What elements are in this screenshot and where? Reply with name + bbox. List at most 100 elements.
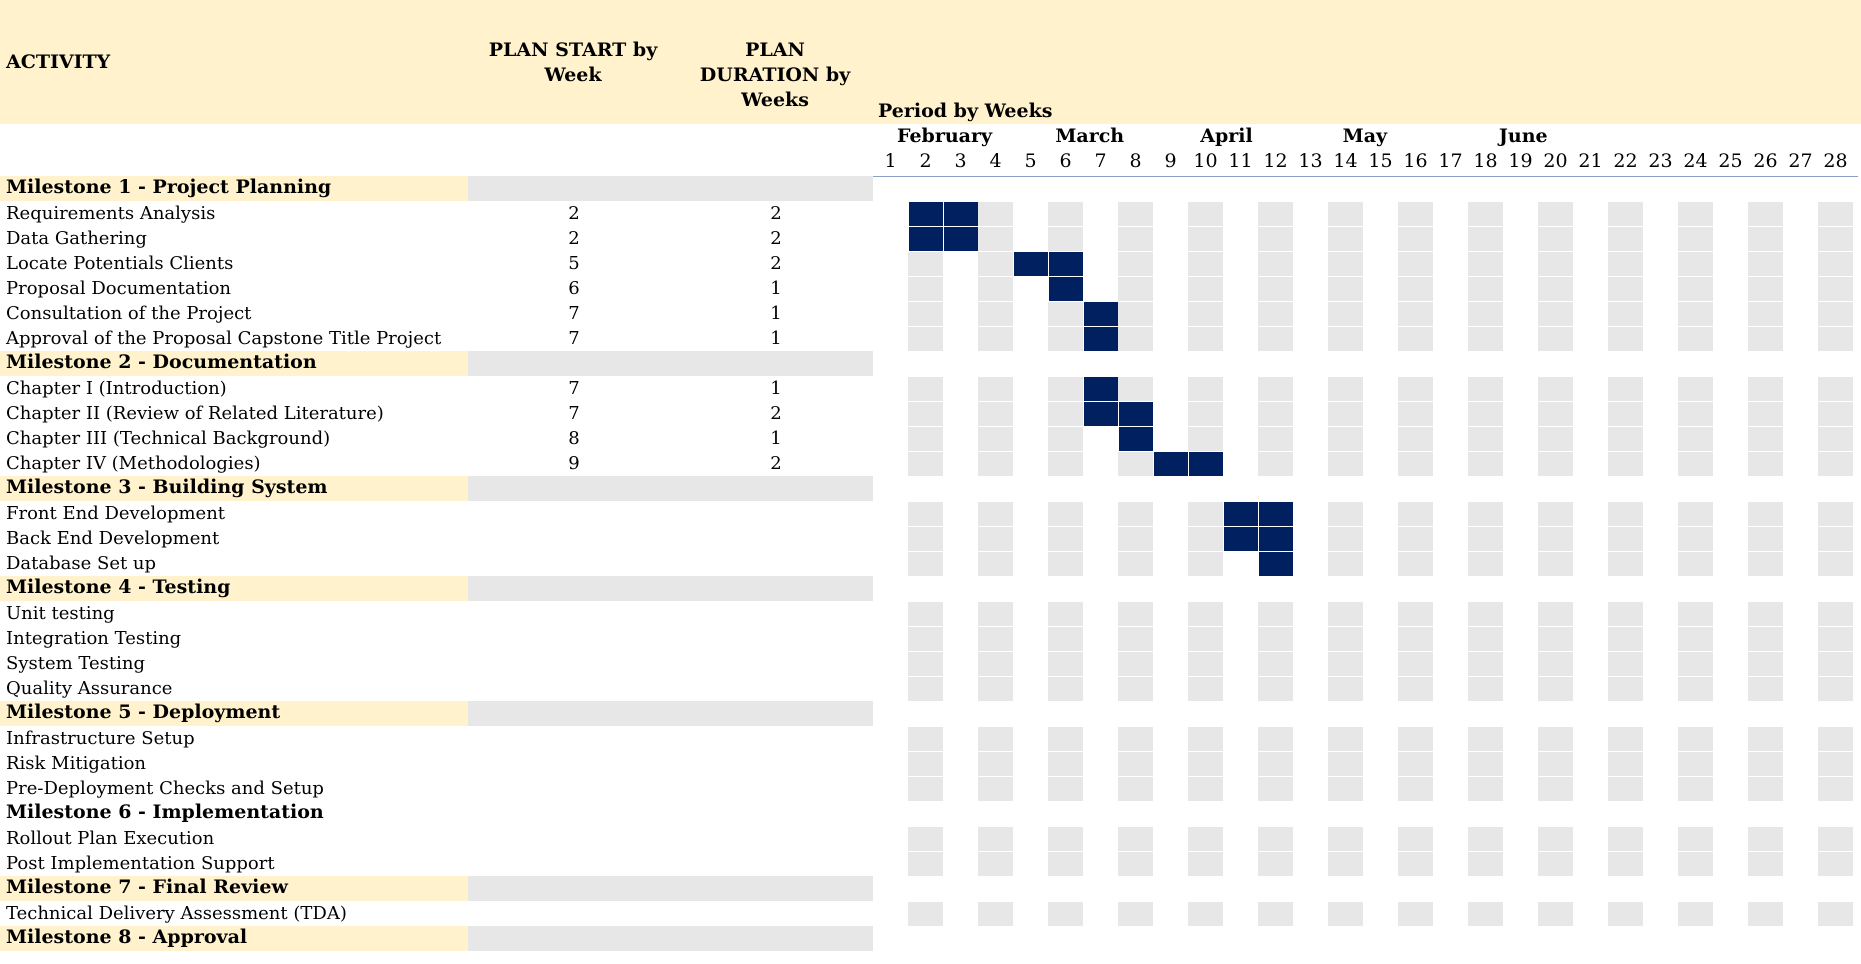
grid-cell bbox=[1468, 251, 1503, 276]
grid-cell bbox=[1818, 551, 1853, 576]
grid-cell bbox=[978, 226, 1013, 251]
grid-cell bbox=[1048, 401, 1083, 426]
grid-cell bbox=[1328, 551, 1363, 576]
gantt-bar-cell bbox=[1083, 301, 1118, 326]
grid-cell bbox=[1398, 326, 1433, 351]
grid-cell bbox=[1468, 226, 1503, 251]
grid-cell bbox=[1048, 601, 1083, 626]
grid-cell bbox=[1608, 776, 1643, 801]
header-band bbox=[0, 0, 1861, 124]
grid-cell bbox=[1818, 326, 1853, 351]
grid-cell bbox=[978, 626, 1013, 651]
grid-cell bbox=[1538, 751, 1573, 776]
week-number: 20 bbox=[1543, 150, 1568, 172]
task-label: Rollout Plan Execution bbox=[6, 828, 215, 849]
grid-cell bbox=[1748, 501, 1783, 526]
grid-cell bbox=[1048, 451, 1083, 476]
grid-cell bbox=[1398, 401, 1433, 426]
grid-cell bbox=[1818, 826, 1853, 851]
grid-cell bbox=[1608, 726, 1643, 751]
grid-cell bbox=[1538, 326, 1573, 351]
task-label: Quality Assurance bbox=[6, 678, 173, 699]
milestone-band bbox=[0, 876, 468, 901]
grid-cell bbox=[1048, 376, 1083, 401]
grid-cell bbox=[978, 676, 1013, 701]
month-label: May bbox=[1342, 125, 1388, 147]
grid-cell bbox=[1818, 676, 1853, 701]
grid-cell bbox=[1748, 451, 1783, 476]
grid-cell bbox=[1048, 301, 1083, 326]
grid-cell bbox=[1328, 376, 1363, 401]
grid-cell bbox=[908, 676, 943, 701]
grid-cell bbox=[1678, 301, 1713, 326]
grid-cell bbox=[1818, 651, 1853, 676]
grid-cell bbox=[1398, 901, 1433, 926]
grid-cell bbox=[1468, 201, 1503, 226]
grid-cell bbox=[978, 601, 1013, 626]
grid-cell bbox=[1678, 251, 1713, 276]
task-label: System Testing bbox=[6, 653, 146, 674]
milestone-band bbox=[0, 351, 468, 376]
grid-cell bbox=[1118, 901, 1153, 926]
gantt-bar-cell bbox=[1223, 526, 1258, 551]
gantt-bar-cell bbox=[1223, 501, 1258, 526]
grid-cell bbox=[1468, 376, 1503, 401]
plan-duration-value: 2 bbox=[770, 228, 782, 249]
gantt-bar-cell bbox=[943, 226, 978, 251]
grid-cell bbox=[1468, 726, 1503, 751]
grid-cell bbox=[1188, 226, 1223, 251]
grid-cell bbox=[1538, 276, 1573, 301]
week-number: 21 bbox=[1578, 150, 1603, 172]
grid-cell bbox=[1748, 651, 1783, 676]
gantt-bar-cell bbox=[1258, 526, 1293, 551]
gantt-bar-cell bbox=[1048, 251, 1083, 276]
grid-cell bbox=[1608, 326, 1643, 351]
grid-cell bbox=[908, 301, 943, 326]
week-number: 26 bbox=[1753, 150, 1778, 172]
grid-cell bbox=[1608, 251, 1643, 276]
grid-cell bbox=[1188, 326, 1223, 351]
grid-cell bbox=[1118, 276, 1153, 301]
grid-cell bbox=[1188, 776, 1223, 801]
grid-cell bbox=[1538, 376, 1573, 401]
milestone-label: Milestone 8 - Approval bbox=[6, 926, 248, 948]
week-number: 2 bbox=[919, 150, 932, 172]
grid-cell bbox=[1468, 826, 1503, 851]
week-number: 8 bbox=[1129, 150, 1142, 172]
grid-cell bbox=[1188, 376, 1223, 401]
grid-cell bbox=[1538, 426, 1573, 451]
plan-start-value: 2 bbox=[568, 228, 580, 249]
task-label: Back End Development bbox=[6, 528, 220, 549]
gantt-bar-cell bbox=[1083, 401, 1118, 426]
grid-cell bbox=[1608, 226, 1643, 251]
grid-cell bbox=[1468, 851, 1503, 876]
grid-cell bbox=[1678, 326, 1713, 351]
grid-cell bbox=[1608, 301, 1643, 326]
grid-cell bbox=[1258, 226, 1293, 251]
week-number: 6 bbox=[1059, 150, 1072, 172]
grid-cell bbox=[1048, 751, 1083, 776]
grid-cell bbox=[1538, 301, 1573, 326]
grid-cell bbox=[1398, 651, 1433, 676]
grid-cell bbox=[1538, 826, 1573, 851]
grid-cell bbox=[1678, 551, 1713, 576]
grid-cell bbox=[1048, 326, 1083, 351]
grid-cell bbox=[1258, 401, 1293, 426]
plan-start-value: 5 bbox=[568, 253, 580, 274]
milestone-band-grey bbox=[468, 176, 873, 201]
grid-cell bbox=[1538, 451, 1573, 476]
grid-cell bbox=[1818, 901, 1853, 926]
grid-cell bbox=[1538, 901, 1573, 926]
milestone-band bbox=[0, 476, 468, 501]
gantt-bar-cell bbox=[1258, 501, 1293, 526]
grid-cell bbox=[1328, 276, 1363, 301]
grid-cell bbox=[1188, 401, 1223, 426]
grid-cell bbox=[1398, 426, 1433, 451]
week-number: 14 bbox=[1333, 150, 1358, 172]
grid-cell bbox=[1398, 301, 1433, 326]
task-label: Pre-Deployment Checks and Setup bbox=[6, 778, 324, 799]
week-number: 27 bbox=[1788, 150, 1813, 172]
plan-start-value: 7 bbox=[568, 378, 580, 399]
task-label: Consultation of the Project bbox=[6, 303, 252, 324]
milestone-label: Milestone 5 - Deployment bbox=[6, 701, 281, 723]
